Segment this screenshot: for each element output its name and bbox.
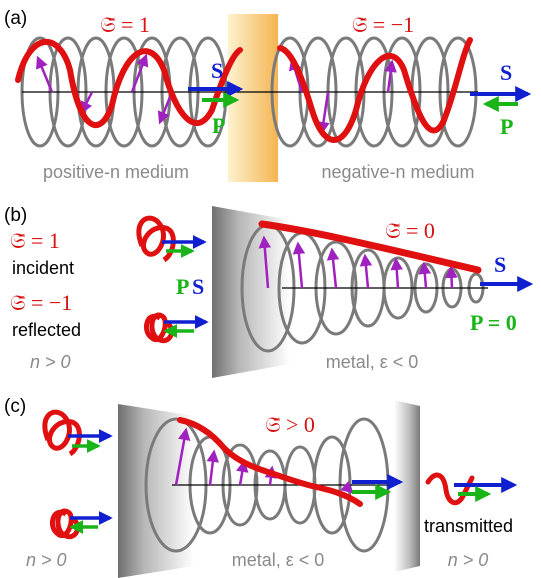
left-medium-c: n > 0: [26, 550, 67, 570]
field-arrows-c: [174, 427, 354, 494]
chirality-left-a: 𝔖̄ = 1: [100, 12, 150, 37]
panel-a-tag: (a): [4, 8, 27, 29]
p-zero-label: P = 0: [470, 310, 517, 335]
reflected-chirality: 𝔖̄ = −1: [10, 290, 72, 315]
s-label-b: S: [192, 274, 204, 299]
panel-a: (a): [4, 8, 532, 182]
reflected-helix: [143, 312, 175, 344]
right-medium-a: negative-n medium: [321, 162, 474, 182]
right-medium-c: n > 0: [448, 550, 489, 570]
panel-c-tag: (c): [4, 396, 26, 417]
s-label-a-left: S: [211, 58, 223, 83]
s-label-b-right: S: [494, 252, 506, 277]
panel-b: (b): [4, 205, 534, 378]
metal-surface-c-front: [118, 404, 194, 578]
metal-surface-c-back: [394, 400, 420, 572]
incident-helix-c: [42, 409, 82, 457]
left-medium-b: n > 0: [30, 352, 71, 372]
incident-label: incident: [12, 258, 74, 278]
incident-chirality: 𝔖̄ = 1: [10, 228, 60, 253]
metal-surface-b: [212, 206, 290, 378]
surface-wave-b: [258, 220, 482, 274]
metal-chirality-b: 𝔖̄ = 0: [385, 218, 435, 243]
p-label-a-right: P: [500, 114, 513, 139]
metal-label-c: metal, ε < 0: [232, 550, 325, 570]
transmitted-helix: [425, 472, 475, 506]
p-label-b: P: [176, 274, 189, 299]
reflected-helix-c: [49, 508, 81, 540]
metal-label-b: metal, ε < 0: [326, 352, 419, 372]
panel-b-tag: (b): [4, 205, 27, 226]
metal-chirality-c: 𝔖̄ > 0: [265, 412, 315, 437]
s-label-a-right: S: [500, 60, 512, 85]
transmitted-label: transmitted: [424, 516, 513, 536]
panel-c: (c): [4, 396, 518, 578]
chirality-right-a: 𝔖̄ = −1: [352, 12, 414, 37]
p-label-a-left: P: [212, 113, 225, 138]
field-arrows-left: [36, 53, 174, 125]
helix-right: [277, 37, 473, 143]
helix-left: [15, 39, 243, 129]
field-arrows-b: [258, 235, 458, 289]
evanescent-helix-c: [177, 417, 363, 507]
reflected-label: reflected: [12, 320, 81, 340]
left-medium-a: positive-n medium: [43, 162, 189, 182]
incident-helix: [136, 215, 176, 263]
